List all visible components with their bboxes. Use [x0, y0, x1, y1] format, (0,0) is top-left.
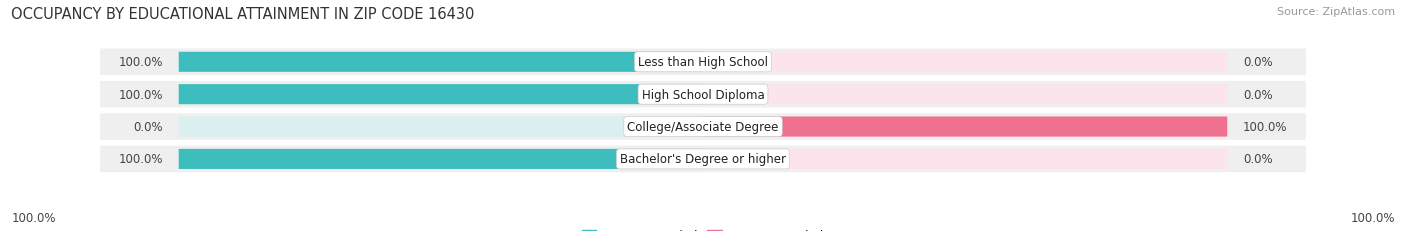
Text: 0.0%: 0.0% — [1243, 56, 1272, 69]
Text: 0.0%: 0.0% — [1243, 153, 1272, 166]
FancyBboxPatch shape — [100, 146, 1306, 173]
Text: 100.0%: 100.0% — [118, 88, 163, 101]
Text: 0.0%: 0.0% — [1243, 88, 1272, 101]
FancyBboxPatch shape — [179, 85, 703, 105]
FancyBboxPatch shape — [179, 117, 703, 137]
FancyBboxPatch shape — [703, 117, 1227, 137]
Text: OCCUPANCY BY EDUCATIONAL ATTAINMENT IN ZIP CODE 16430: OCCUPANCY BY EDUCATIONAL ATTAINMENT IN Z… — [11, 7, 475, 22]
FancyBboxPatch shape — [179, 149, 703, 169]
FancyBboxPatch shape — [179, 52, 703, 73]
Text: Less than High School: Less than High School — [638, 56, 768, 69]
Text: 100.0%: 100.0% — [1243, 121, 1288, 134]
FancyBboxPatch shape — [179, 149, 703, 169]
Text: Source: ZipAtlas.com: Source: ZipAtlas.com — [1277, 7, 1395, 17]
FancyBboxPatch shape — [179, 85, 703, 105]
Text: College/Associate Degree: College/Associate Degree — [627, 121, 779, 134]
Text: 100.0%: 100.0% — [11, 211, 56, 224]
FancyBboxPatch shape — [100, 82, 1306, 108]
FancyBboxPatch shape — [703, 117, 1227, 137]
Text: 100.0%: 100.0% — [118, 56, 163, 69]
FancyBboxPatch shape — [703, 85, 1227, 105]
Text: 0.0%: 0.0% — [134, 121, 163, 134]
Text: High School Diploma: High School Diploma — [641, 88, 765, 101]
FancyBboxPatch shape — [100, 114, 1306, 140]
Legend: Owner-occupied, Renter-occupied: Owner-occupied, Renter-occupied — [578, 224, 828, 231]
Text: 100.0%: 100.0% — [1350, 211, 1395, 224]
Text: Bachelor's Degree or higher: Bachelor's Degree or higher — [620, 153, 786, 166]
FancyBboxPatch shape — [703, 149, 1227, 169]
FancyBboxPatch shape — [100, 49, 1306, 76]
FancyBboxPatch shape — [703, 52, 1227, 73]
Text: 100.0%: 100.0% — [118, 153, 163, 166]
FancyBboxPatch shape — [179, 52, 703, 73]
